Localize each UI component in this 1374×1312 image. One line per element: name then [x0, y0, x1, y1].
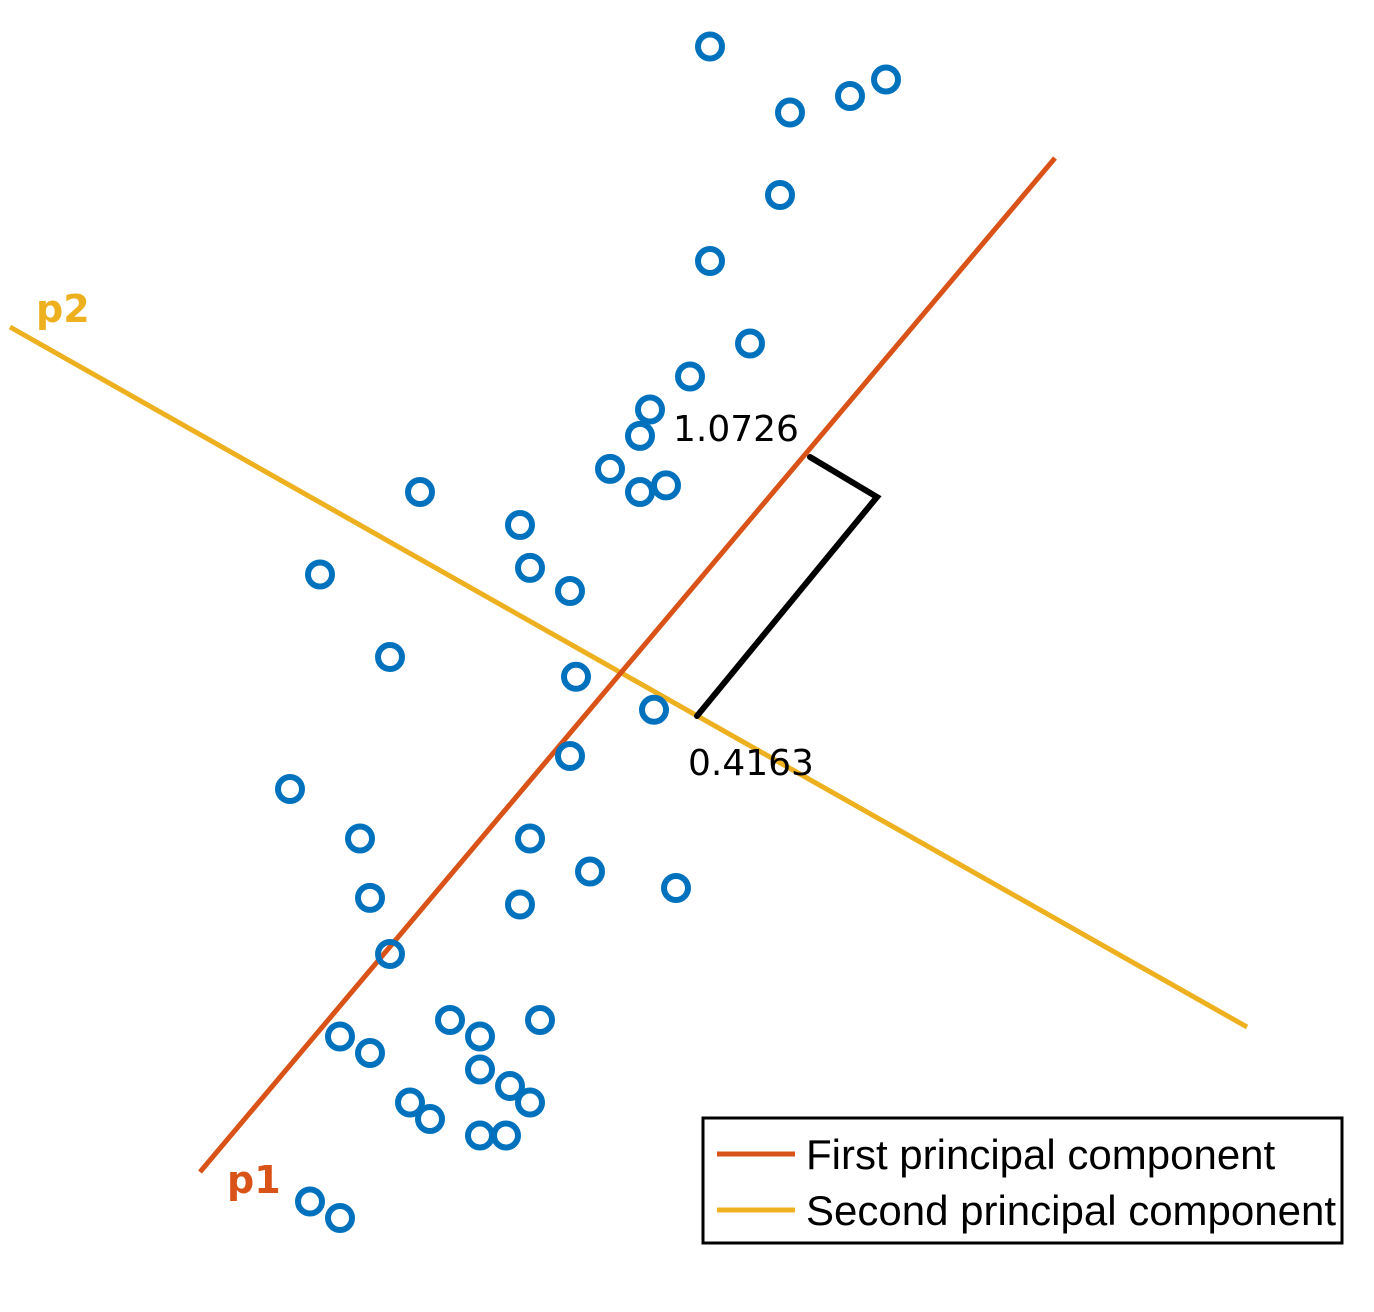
data-point [305, 559, 335, 590]
data-points [275, 31, 901, 1233]
data-point [325, 1021, 355, 1052]
data-point [675, 361, 705, 392]
data-point [375, 642, 405, 672]
data-point [639, 694, 669, 725]
pc1-axis-label: p1 [227, 1158, 281, 1202]
data-point [651, 470, 681, 501]
data-point [465, 1054, 495, 1085]
data-point [555, 741, 585, 771]
data-point [765, 180, 795, 210]
data-point [695, 31, 725, 62]
data-point [635, 394, 665, 425]
data-point [505, 889, 535, 920]
pc2-projection-value: 0.4163 [688, 743, 814, 784]
data-point [515, 1087, 545, 1118]
legend: First principal component Second princip… [701, 1116, 1344, 1245]
pc1-projection-value: 1.0726 [673, 409, 799, 450]
data-point [575, 856, 605, 887]
pc2-axis-label: p2 [36, 287, 90, 331]
data-point [505, 510, 535, 540]
data-point [465, 1120, 495, 1151]
data-point [835, 81, 865, 111]
data-point [735, 328, 765, 359]
data-point [275, 774, 305, 804]
data-point [561, 661, 591, 692]
data-point [525, 1005, 555, 1035]
data-point [555, 576, 585, 606]
data-point [435, 1005, 465, 1035]
data-point [625, 420, 655, 451]
data-point [395, 1087, 425, 1118]
legend-pc2-label: Second principal component [806, 1187, 1336, 1234]
data-point [661, 873, 691, 903]
data-point [625, 477, 655, 507]
data-point [355, 882, 385, 913]
data-point [515, 823, 545, 854]
projection-lines [694, 454, 882, 719]
data-point [345, 823, 375, 854]
data-point [775, 97, 805, 128]
data-point [405, 477, 435, 507]
data-point [465, 1021, 495, 1052]
data-point [515, 552, 545, 583]
data-point [375, 939, 405, 969]
data-point [355, 1038, 385, 1068]
first-principal-component-line [198, 156, 1057, 1174]
data-point [491, 1120, 521, 1151]
data-point [695, 246, 725, 276]
data-point [871, 64, 901, 95]
second-principal-component-line [8, 324, 1249, 1030]
data-point [595, 453, 625, 484]
legend-box [701, 1116, 1344, 1245]
data-point [415, 1104, 445, 1134]
data-point [295, 1186, 325, 1217]
data-point [325, 1203, 355, 1233]
legend-pc1-label: First principal component [806, 1131, 1276, 1178]
data-point [495, 1071, 525, 1101]
